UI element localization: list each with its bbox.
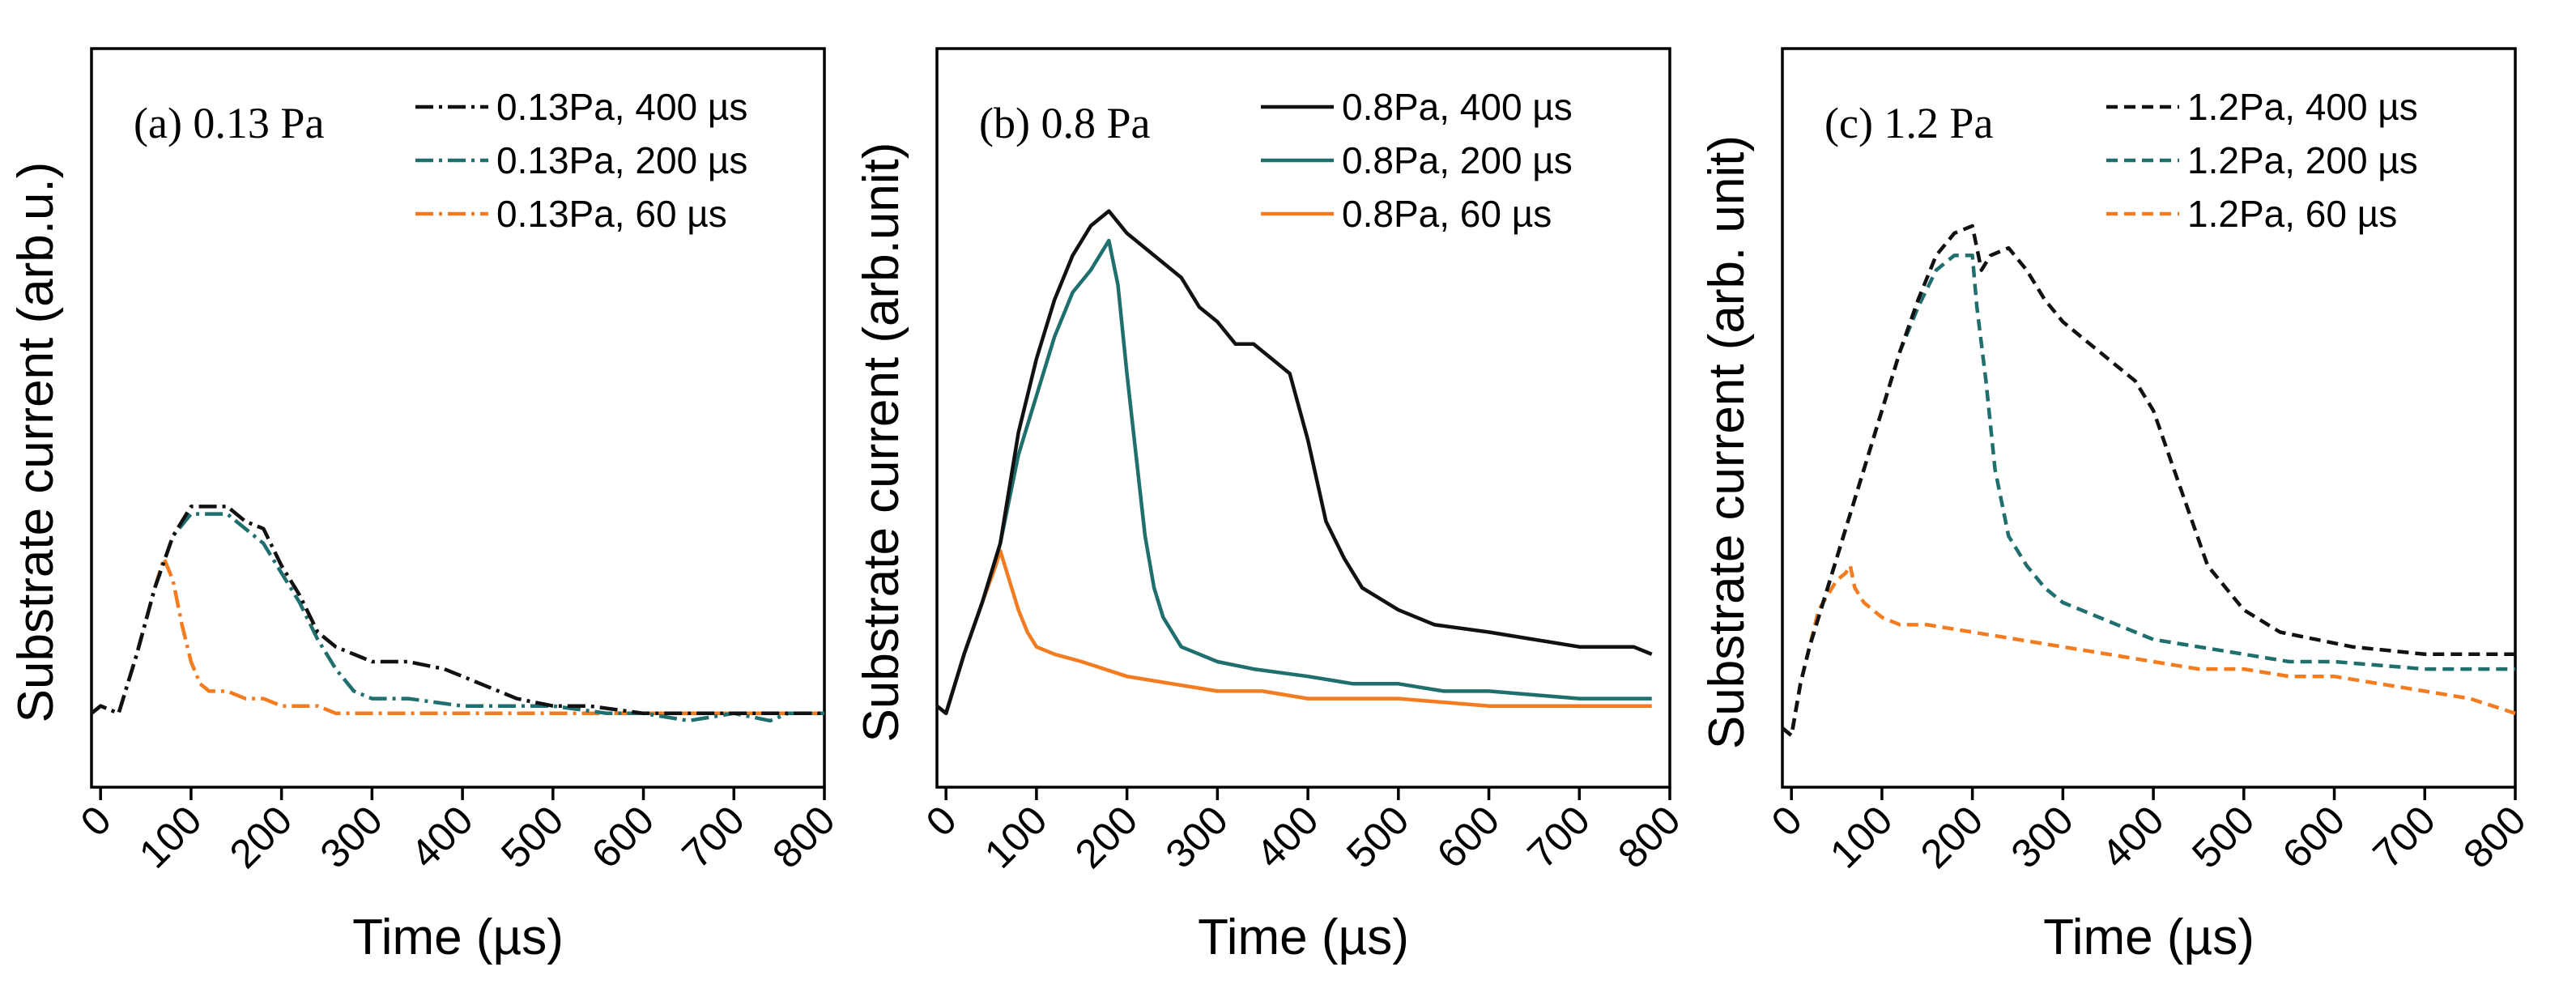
panel-b-title: (b) 0.8 Pa — [979, 99, 1150, 147]
panel-c-series-teal — [1781, 253, 2515, 738]
panel-c-plot-frame — [1781, 47, 2517, 789]
panel-a-title: (a) 0.13 Pa — [134, 99, 324, 147]
panel-c-series-black — [1781, 224, 2515, 738]
panel-b-series-orange — [935, 548, 1652, 716]
panel-b-legend-label: 0.8Pa, 200 µs — [1342, 139, 1573, 181]
panel-a-x-tick-label: 500 — [492, 797, 573, 877]
panel-c-legend-label: 1.2Pa, 200 µs — [2187, 139, 2418, 181]
panel-a-x-tick-label: 100 — [130, 797, 211, 877]
panel-a-x-tick-label: 200 — [221, 797, 301, 877]
panel-a-legend-label: 0.13Pa, 60 µs — [496, 193, 727, 235]
panel-a-y-axis-label: Substrate current (arb.u.) — [8, 162, 64, 723]
panel-c-legend-label: 1.2Pa, 60 µs — [2187, 193, 2397, 235]
panel-a-x-tick-label: 400 — [402, 797, 482, 877]
panel-b-legend-label: 0.8Pa, 400 µs — [1342, 86, 1573, 128]
panel-a-legend-label: 0.13Pa, 200 µs — [496, 139, 747, 181]
panel-a-x-axis-label: Time (µs) — [352, 909, 564, 965]
panel-c-legend-label: 1.2Pa, 400 µs — [2187, 86, 2418, 128]
panel-c-title: (c) 1.2 Pa — [1824, 99, 1993, 147]
panel-b-series-black — [935, 209, 1653, 716]
panel-c-x-tick-label: 600 — [2274, 797, 2354, 877]
panel-c-x-tick-label: 100 — [1821, 797, 1901, 877]
panel-b-x-tick-label: 300 — [1157, 797, 1237, 877]
panel-c-x-tick-label: 500 — [2183, 797, 2263, 877]
panel-c: 0 100 200 300 400 500 600 700 800 Time (µs) Substr… — [1699, 47, 2535, 965]
panel-b-x-tick-label: 500 — [1338, 797, 1418, 877]
panel-b-x-tick-label: 200 — [1067, 797, 1147, 877]
panel-a-x-tick-label: 600 — [583, 797, 663, 877]
panel-b-x-tick-label: 400 — [1247, 797, 1327, 877]
panel-a-series-orange — [90, 556, 824, 716]
panel-c-y-axis-label: Substrate current (arb. unit) — [1699, 135, 1755, 749]
panel-b-x-tick-label: 800 — [1609, 797, 1689, 877]
panel-c-x-tick-label: 300 — [2003, 797, 2083, 877]
panel-c-x-tick-label: 700 — [2364, 797, 2444, 877]
panel-c-x-axis-label: Time (µs) — [2043, 909, 2255, 965]
panel-b-x-axis-label: Time (µs) — [1198, 909, 1409, 965]
panel-b-legend-label: 0.8Pa, 60 µs — [1342, 193, 1552, 235]
panel-a-plot-frame — [90, 47, 826, 789]
panel-a: 0 100 200 300 400 500 600 700 800 Time (µs) Substr… — [8, 47, 844, 965]
panel-b-x-tick-label: 100 — [976, 797, 1056, 877]
panel-b-y-axis-label: Substrate current (arb.unit) — [854, 143, 909, 743]
panel-b: 0 100 200 300 400 500 600 700 800 Time (µs) Substr… — [854, 47, 1689, 965]
panel-a-series-black — [90, 505, 824, 716]
panel-a-x-tick-label: 300 — [312, 797, 392, 877]
panel-c-x-tick-label: 200 — [1912, 797, 1992, 877]
panel-b-x-tick-label: 600 — [1429, 797, 1509, 877]
panel-a-legend-label: 0.13Pa, 400 µs — [496, 86, 747, 128]
panel-c-x-tick-label: 800 — [2455, 797, 2535, 877]
panel-b-x-tick-label: 700 — [1518, 797, 1599, 877]
panel-a-series-teal — [90, 512, 824, 723]
panel-a-x-tick-label: 0 — [72, 797, 120, 845]
panel-a-x-tick-label: 800 — [764, 797, 844, 877]
panel-a-x-tick-label: 700 — [673, 797, 753, 877]
panel-c-x-tick-label: 400 — [2093, 797, 2173, 877]
panel-b-plot-frame — [935, 47, 1671, 789]
panel-c-x-tick-label: 0 — [1763, 797, 1811, 845]
panel-b-x-tick-label: 0 — [918, 797, 965, 845]
